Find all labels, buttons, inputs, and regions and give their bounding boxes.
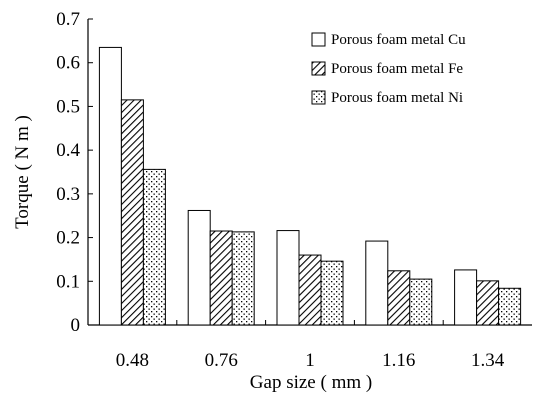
- legend-label: Porous foam metal Cu: [331, 32, 466, 48]
- bar-dotted-0: [142, 168, 166, 326]
- legend: Porous foam metal Cu Porous foam metal Fe…: [311, 32, 466, 106]
- bar-diagonal-hatch-0: [120, 99, 144, 326]
- bar-dotted-2: [320, 260, 344, 326]
- y-tick-label: 0: [71, 315, 81, 336]
- y-tick-label: 0.2: [56, 228, 80, 249]
- y-tick-label: 0.5: [56, 96, 80, 117]
- bar-dotted-3: [409, 278, 433, 326]
- bar-diagonal-hatch-2: [298, 254, 322, 326]
- bar-solid-white-3: [365, 240, 389, 326]
- plot-area: 0 0.1 0.2 0.3 0.4 0.5 0.6 0.7 0.48 0.76 1 1.16 1.34: [56, 9, 532, 371]
- y-tick-label: 0.3: [56, 184, 80, 205]
- y-tick-label: 0.6: [56, 53, 80, 74]
- bar-dotted-4: [498, 287, 522, 326]
- legend-swatch-diagonal-hatch: [311, 61, 326, 76]
- x-tick-label: 1.16: [382, 350, 415, 371]
- bar-diagonal-hatch-4: [476, 280, 500, 326]
- y-axis-ticks: 0 0.1 0.2 0.3 0.4 0.5 0.6 0.7: [56, 9, 93, 336]
- bar-dotted-1: [231, 231, 255, 326]
- x-tick-label: 1: [305, 350, 315, 371]
- x-tick-label: 0.48: [116, 350, 149, 371]
- bar-diagonal-hatch-3: [387, 270, 411, 326]
- x-axis-title: Gap size ( mm ): [250, 372, 372, 393]
- y-tick-label: 0.7: [56, 9, 80, 30]
- y-axis-title: Torque ( N m ): [12, 115, 33, 229]
- x-tick-label: 0.76: [205, 350, 238, 371]
- x-tick-label: 1.34: [471, 350, 505, 371]
- y-tick-label: 0.1: [56, 271, 80, 292]
- y-tick-label: 0.4: [56, 140, 80, 161]
- x-axis-tick-labels: 0.48 0.76 1 1.16 1.34: [116, 320, 505, 371]
- legend-swatch-solid-white: [311, 32, 326, 47]
- bar-solid-white-0: [98, 46, 122, 326]
- bar-solid-white-4: [454, 269, 478, 326]
- legend-label: Porous foam metal Ni: [331, 90, 463, 106]
- bar-solid-white-1: [187, 209, 211, 326]
- bar-solid-white-2: [276, 230, 300, 326]
- legend-label: Porous foam metal Fe: [331, 61, 463, 77]
- bars: [98, 46, 522, 326]
- bar-diagonal-hatch-1: [209, 230, 233, 326]
- legend-swatch-dotted: [311, 90, 326, 105]
